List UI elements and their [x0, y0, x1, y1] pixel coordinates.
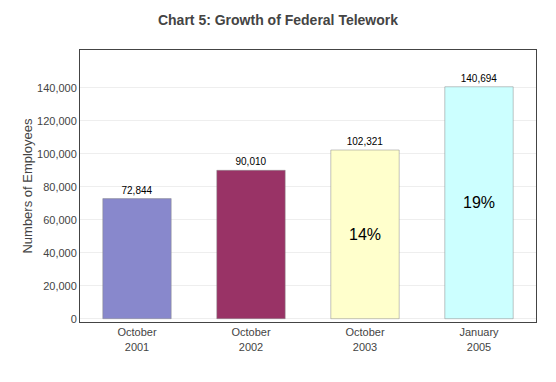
svg-text:140,694: 140,694: [461, 73, 498, 84]
svg-text:October2003: October2003: [345, 326, 384, 352]
svg-text:60,000: 60,000: [43, 214, 77, 226]
svg-text:October2002: October2002: [231, 326, 270, 352]
svg-text:Chart 5: Growth of Federal Tel: Chart 5: Growth of Federal Telework: [158, 12, 398, 28]
svg-text:80,000: 80,000: [43, 181, 77, 193]
svg-text:19%: 19%: [463, 194, 495, 211]
svg-text:100,000: 100,000: [37, 148, 77, 160]
svg-text:0: 0: [71, 313, 77, 325]
svg-text:20,000: 20,000: [43, 280, 77, 292]
svg-text:Numbers of Employees: Numbers of Employees: [20, 118, 35, 254]
svg-text:90,010: 90,010: [235, 156, 266, 167]
svg-text:14%: 14%: [349, 226, 381, 243]
svg-text:140,000: 140,000: [37, 82, 77, 94]
svg-text:102,321: 102,321: [347, 136, 384, 147]
svg-text:October2001: October2001: [117, 326, 156, 352]
svg-text:72,844: 72,844: [121, 185, 152, 196]
svg-text:40,000: 40,000: [43, 247, 77, 259]
svg-text:January2005: January2005: [459, 326, 499, 352]
svg-text:120,000: 120,000: [37, 115, 77, 127]
